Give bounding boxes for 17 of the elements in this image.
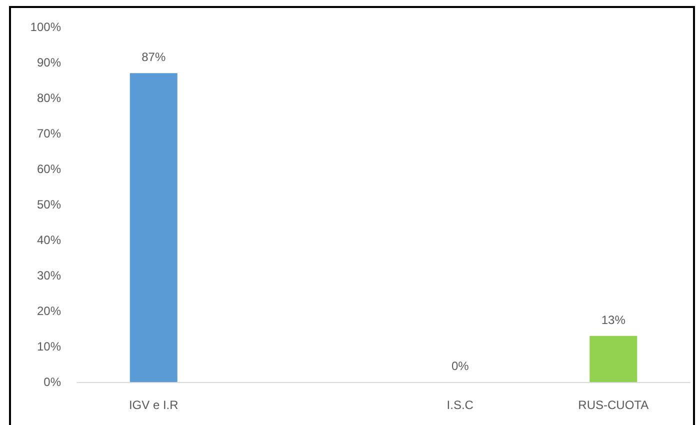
y-tick-label: 70% bbox=[36, 126, 62, 140]
y-tick-label: 90% bbox=[36, 56, 62, 70]
y-tick-label: 80% bbox=[36, 91, 62, 105]
y-tick-label: 20% bbox=[36, 304, 62, 318]
y-tick-label: 50% bbox=[36, 198, 62, 212]
y-tick-label: 30% bbox=[36, 268, 62, 282]
x-tick-label: I.S.C bbox=[446, 398, 474, 412]
x-tick-label: IGV e I.R bbox=[128, 398, 179, 412]
x-tick-label: RUS-CUOTA bbox=[578, 398, 649, 412]
y-tick-label: 10% bbox=[36, 340, 62, 354]
y-tick-label: 100% bbox=[30, 20, 62, 34]
y-tick-label: 60% bbox=[36, 162, 62, 176]
y-tick-label: 0% bbox=[44, 375, 62, 389]
data-label: 87% bbox=[142, 50, 166, 64]
data-label: 13% bbox=[601, 312, 626, 327]
y-tick-label: 40% bbox=[36, 233, 62, 247]
data-label: 0% bbox=[451, 359, 470, 373]
